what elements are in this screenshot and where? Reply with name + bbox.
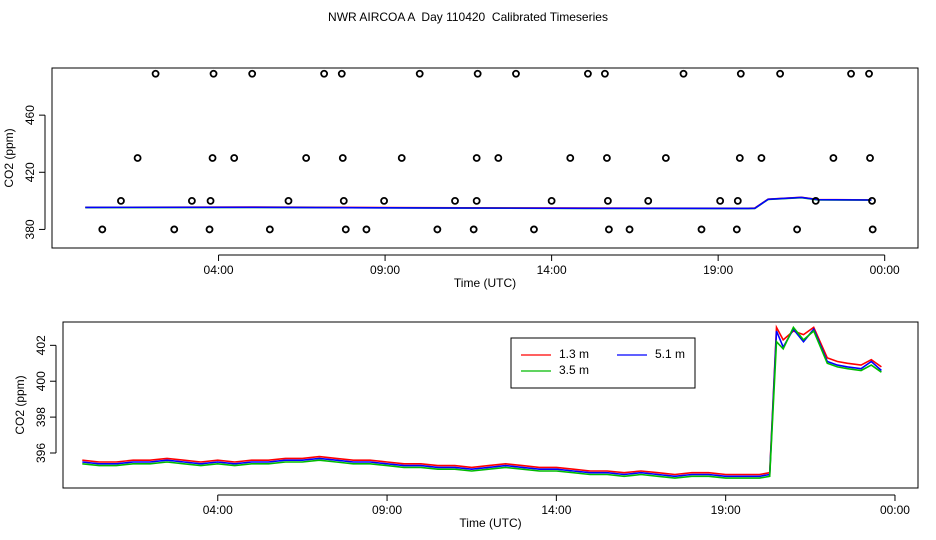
y-axis-label: CO2 (ppm) — [13, 375, 27, 434]
data-point — [230, 154, 239, 162]
data-point — [337, 69, 346, 78]
x-tick-label: 04:00 — [204, 263, 234, 277]
legend-box — [510, 337, 696, 389]
data-point — [847, 69, 855, 78]
data-point — [469, 225, 478, 234]
data-point — [98, 225, 107, 234]
data-point — [397, 154, 406, 162]
data-point — [679, 69, 688, 78]
series-line — [82, 325, 882, 479]
x-tick-label: 19:00 — [703, 263, 733, 277]
data-point — [209, 69, 218, 78]
legend-label: 1.3 m — [559, 347, 589, 361]
x-tick-label: 09:00 — [372, 503, 402, 517]
data-point — [866, 154, 874, 162]
data-point — [415, 69, 424, 78]
data-point — [793, 225, 801, 234]
data-point — [380, 196, 388, 205]
data-point — [625, 225, 634, 234]
x-tick-label: 19:00 — [711, 503, 741, 517]
data-point — [644, 196, 653, 205]
data-point — [829, 154, 838, 162]
data-point — [362, 225, 371, 234]
data-point — [117, 196, 125, 205]
data-point — [868, 225, 877, 234]
x-tick-label: 00:00 — [870, 263, 900, 277]
data-point — [735, 154, 744, 162]
data-point — [605, 225, 613, 234]
y-tick-label: 398 — [34, 407, 48, 427]
y-tick-label: 396 — [34, 443, 48, 463]
data-point — [601, 69, 609, 78]
y-tick-label: 400 — [34, 371, 48, 391]
data-point — [170, 225, 179, 234]
y-tick-label: 380 — [23, 219, 37, 239]
data-point — [338, 154, 347, 162]
data-point — [736, 69, 745, 78]
data-point — [697, 225, 706, 234]
data-point — [584, 69, 592, 78]
x-axis-label: Time (UTC) — [459, 516, 521, 530]
data-point — [661, 154, 670, 162]
data-point — [473, 69, 482, 78]
data-point — [512, 69, 520, 78]
data-point — [433, 225, 442, 234]
plot-frame — [62, 321, 919, 489]
data-point — [187, 196, 196, 205]
data-point — [151, 69, 160, 78]
series-line — [82, 324, 882, 476]
data-point — [320, 69, 329, 78]
data-point — [776, 69, 785, 78]
data-point — [547, 196, 556, 205]
y-axis-label: CO2 (ppm) — [2, 128, 16, 187]
data-point — [604, 196, 612, 205]
data-point — [472, 154, 481, 162]
page-title: NWR AIRCOA A Day 110420 Calibrated Times… — [328, 10, 608, 24]
data-point — [733, 196, 742, 205]
data-point — [265, 225, 274, 234]
x-tick-label: 14:00 — [541, 503, 571, 517]
y-tick-label: 402 — [34, 335, 48, 355]
legend-label: 3.5 m — [559, 363, 589, 377]
data-point — [341, 225, 350, 234]
x-tick-label: 09:00 — [370, 263, 400, 277]
data-point — [248, 69, 257, 78]
data-point — [451, 196, 459, 205]
data-point — [603, 154, 611, 162]
plot-frame — [51, 67, 919, 249]
data-point — [205, 225, 214, 234]
data-point — [494, 154, 503, 162]
data-point — [566, 154, 575, 162]
legend-label: 5.1 m — [655, 347, 685, 361]
x-tick-label: 14:00 — [537, 263, 567, 277]
data-point — [208, 154, 217, 162]
data-point — [757, 154, 766, 162]
data-point — [339, 196, 348, 205]
y-tick-label: 460 — [23, 105, 37, 125]
data-point — [530, 225, 538, 234]
data-point — [865, 69, 873, 78]
data-point — [472, 196, 481, 205]
data-point — [811, 196, 820, 205]
data-point — [732, 225, 741, 234]
x-axis-label: Time (UTC) — [454, 276, 516, 290]
series-line — [82, 327, 882, 478]
data-point — [206, 196, 215, 205]
data-point — [868, 196, 876, 205]
data-point — [302, 154, 311, 162]
x-tick-label: 04:00 — [203, 503, 233, 517]
data-point — [133, 154, 142, 162]
series-line — [85, 196, 872, 210]
y-tick-label: 420 — [23, 162, 37, 182]
data-point — [284, 196, 293, 205]
data-point — [716, 196, 725, 205]
x-tick-label: 00:00 — [880, 503, 910, 517]
